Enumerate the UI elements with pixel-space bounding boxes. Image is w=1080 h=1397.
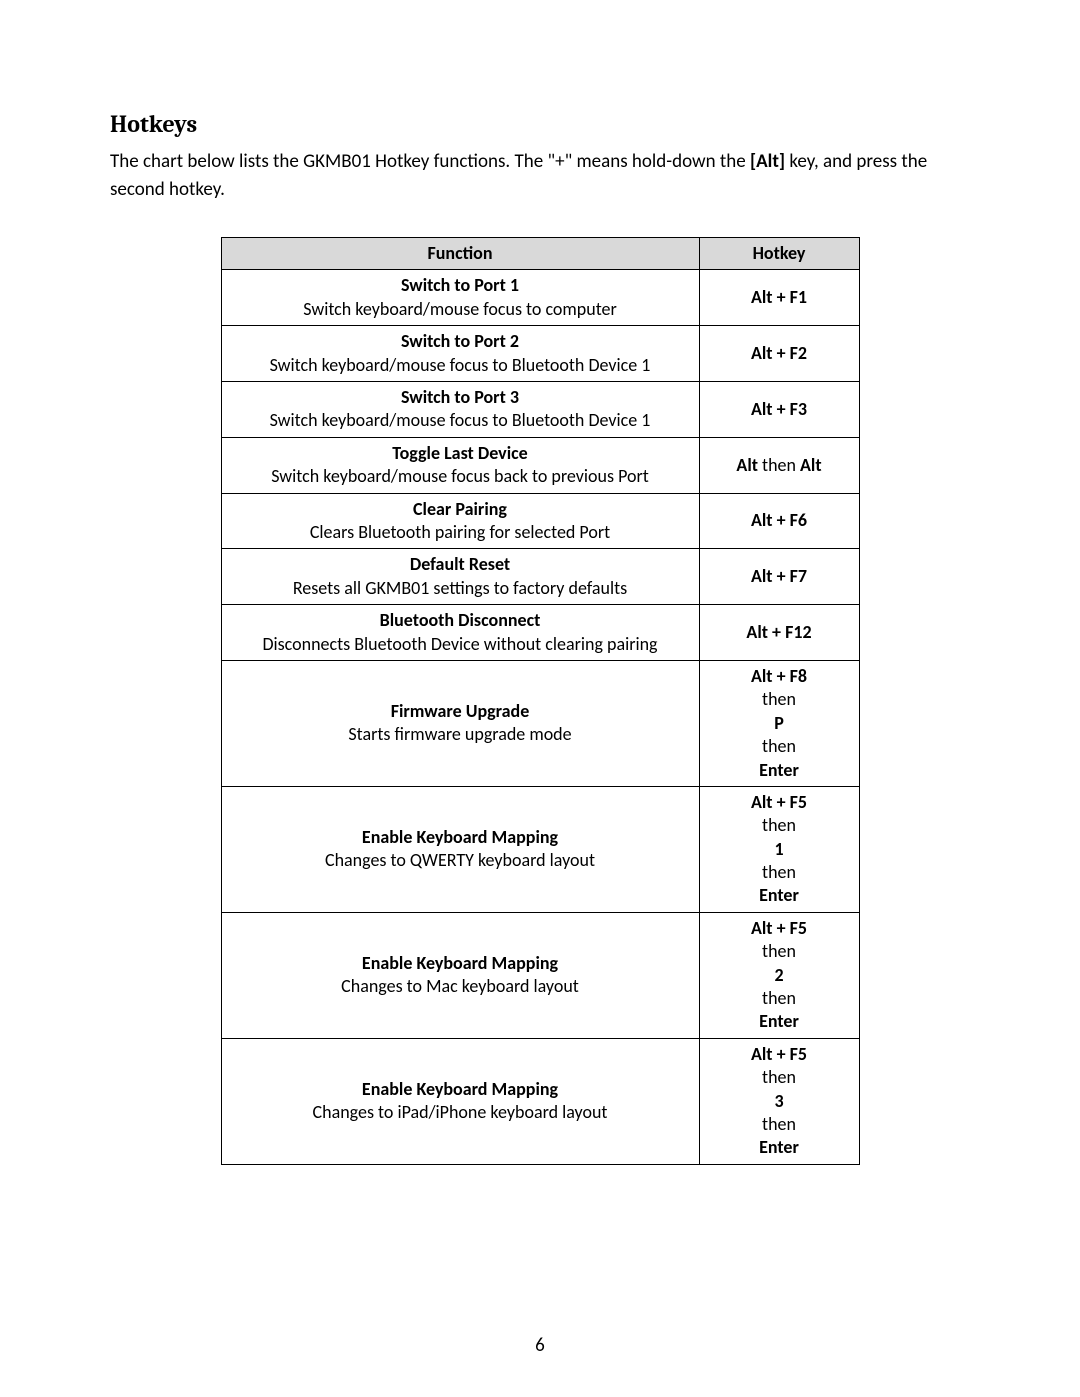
hotkey-cell: Alt + F7 bbox=[699, 549, 859, 605]
table-row: Switch to Port 3Switch keyboard/mouse fo… bbox=[221, 382, 859, 438]
hotkey-segment: then bbox=[762, 735, 796, 757]
function-cell: Enable Keyboard MappingChanges to QWERTY… bbox=[221, 786, 699, 912]
function-desc: Changes to Mac keyboard layout bbox=[341, 975, 579, 997]
function-desc: Changes to iPad/iPhone keyboard layout bbox=[313, 1101, 608, 1123]
hotkey-segment: Alt bbox=[736, 454, 762, 476]
function-title: Enable Keyboard Mapping bbox=[362, 826, 558, 848]
hotkey-segment: then bbox=[762, 987, 796, 1009]
function-desc: Starts firmware upgrade mode bbox=[348, 723, 571, 745]
header-hotkey: Hotkey bbox=[699, 238, 859, 270]
hotkey-cell: Alt + F5then3thenEnter bbox=[699, 1038, 859, 1164]
function-cell: Bluetooth DisconnectDisconnects Bluetoot… bbox=[221, 605, 699, 661]
hotkey-cell: Alt + F1 bbox=[699, 270, 859, 326]
hotkey-segment: then bbox=[762, 1066, 796, 1088]
hotkeys-tbody: Switch to Port 1Switch keyboard/mouse fo… bbox=[221, 270, 859, 1164]
hotkey-segment: Alt + F5 bbox=[751, 1043, 807, 1065]
table-row: Clear PairingClears Bluetooth pairing fo… bbox=[221, 493, 859, 549]
table-row: Default ResetResets all GKMB01 settings … bbox=[221, 549, 859, 605]
function-desc: Switch keyboard/mouse focus back to prev… bbox=[271, 465, 649, 487]
hotkey-segment: Alt + F12 bbox=[746, 621, 811, 643]
hotkey-cell: Alt then Alt bbox=[699, 437, 859, 493]
table-row: Switch to Port 1Switch keyboard/mouse fo… bbox=[221, 270, 859, 326]
section-heading: Hotkeys bbox=[110, 110, 970, 138]
hotkey-segment: Alt + F1 bbox=[751, 286, 807, 308]
hotkey-segment: 3 bbox=[774, 1090, 783, 1112]
table-row: Enable Keyboard MappingChanges to QWERTY… bbox=[221, 786, 859, 912]
hotkey-segment: Alt + F8 bbox=[751, 665, 807, 687]
function-desc: Clears Bluetooth pairing for selected Po… bbox=[310, 521, 610, 543]
hotkey-segment: Alt + F6 bbox=[751, 509, 807, 531]
function-cell: Firmware UpgradeStarts firmware upgrade … bbox=[221, 660, 699, 786]
function-desc: Disconnects Bluetooth Device without cle… bbox=[262, 633, 657, 655]
hotkey-cell: Alt + F12 bbox=[699, 605, 859, 661]
function-cell: Enable Keyboard MappingChanges to iPad/i… bbox=[221, 1038, 699, 1164]
hotkeys-table: Function Hotkey Switch to Port 1Switch k… bbox=[221, 237, 860, 1165]
function-desc: Switch keyboard/mouse focus to Bluetooth… bbox=[270, 354, 651, 376]
function-desc: Resets all GKMB01 settings to factory de… bbox=[293, 577, 627, 599]
table-wrapper: Function Hotkey Switch to Port 1Switch k… bbox=[110, 237, 970, 1165]
hotkey-segment: Enter bbox=[759, 1136, 799, 1158]
hotkey-segment: Alt + F5 bbox=[751, 917, 807, 939]
table-row: Toggle Last DeviceSwitch keyboard/mouse … bbox=[221, 437, 859, 493]
function-title: Enable Keyboard Mapping bbox=[362, 952, 558, 974]
function-cell: Toggle Last DeviceSwitch keyboard/mouse … bbox=[221, 437, 699, 493]
hotkey-cell: Alt + F5then2thenEnter bbox=[699, 912, 859, 1038]
hotkey-segment: Enter bbox=[759, 884, 799, 906]
hotkey-segment: then bbox=[762, 814, 796, 836]
hotkey-segment: Alt + F5 bbox=[751, 791, 807, 813]
manual-page: Hotkeys The chart below lists the GKMB01… bbox=[0, 0, 1080, 1397]
table-row: Enable Keyboard MappingChanges to Mac ke… bbox=[221, 912, 859, 1038]
hotkey-segment: Enter bbox=[759, 1010, 799, 1032]
hotkey-segment: Alt + F3 bbox=[751, 398, 807, 420]
hotkey-segment: Alt + F7 bbox=[751, 565, 807, 587]
table-row: Firmware UpgradeStarts firmware upgrade … bbox=[221, 660, 859, 786]
hotkey-segment: then bbox=[762, 688, 796, 710]
function-title: Switch to Port 1 bbox=[401, 274, 519, 296]
table-header-row: Function Hotkey bbox=[221, 238, 859, 270]
function-desc: Switch keyboard/mouse focus to computer bbox=[303, 298, 617, 320]
hotkey-segment: then bbox=[762, 861, 796, 883]
hotkey-segment: Enter bbox=[759, 759, 799, 781]
function-title: Switch to Port 3 bbox=[401, 386, 519, 408]
hotkey-segment: then bbox=[762, 454, 800, 476]
hotkey-cell: Alt + F2 bbox=[699, 326, 859, 382]
hotkey-segment: Alt bbox=[800, 454, 822, 476]
table-row: Enable Keyboard MappingChanges to iPad/i… bbox=[221, 1038, 859, 1164]
function-cell: Enable Keyboard MappingChanges to Mac ke… bbox=[221, 912, 699, 1038]
hotkey-cell: Alt + F6 bbox=[699, 493, 859, 549]
function-title: Switch to Port 2 bbox=[401, 330, 519, 352]
function-title: Bluetooth Disconnect bbox=[380, 609, 541, 631]
function-title: Toggle Last Device bbox=[392, 442, 527, 464]
function-desc: Changes to QWERTY keyboard layout bbox=[325, 849, 595, 871]
function-cell: Switch to Port 1Switch keyboard/mouse fo… bbox=[221, 270, 699, 326]
hotkey-cell: Alt + F5then1thenEnter bbox=[699, 786, 859, 912]
table-row: Bluetooth DisconnectDisconnects Bluetoot… bbox=[221, 605, 859, 661]
function-cell: Default ResetResets all GKMB01 settings … bbox=[221, 549, 699, 605]
function-title: Firmware Upgrade bbox=[391, 700, 530, 722]
function-desc: Switch keyboard/mouse focus to Bluetooth… bbox=[270, 409, 651, 431]
table-row: Switch to Port 2Switch keyboard/mouse fo… bbox=[221, 326, 859, 382]
hotkey-segment: 1 bbox=[774, 838, 783, 860]
hotkey-segment: Alt + F2 bbox=[751, 342, 807, 364]
function-cell: Clear PairingClears Bluetooth pairing fo… bbox=[221, 493, 699, 549]
function-cell: Switch to Port 3Switch keyboard/mouse fo… bbox=[221, 382, 699, 438]
function-title: Default Reset bbox=[410, 553, 510, 575]
intro-text-bold: [Alt] bbox=[750, 150, 785, 173]
hotkey-segment: 2 bbox=[774, 964, 783, 986]
function-cell: Switch to Port 2Switch keyboard/mouse fo… bbox=[221, 326, 699, 382]
function-title: Enable Keyboard Mapping bbox=[362, 1078, 558, 1100]
hotkey-segment: then bbox=[762, 940, 796, 962]
intro-paragraph: The chart below lists the GKMB01 Hotkey … bbox=[110, 148, 970, 203]
intro-text-pre: The chart below lists the GKMB01 Hotkey … bbox=[110, 150, 750, 173]
hotkey-segment: then bbox=[762, 1113, 796, 1135]
function-title: Clear Pairing bbox=[413, 498, 507, 520]
hotkey-cell: Alt + F3 bbox=[699, 382, 859, 438]
hotkey-segment: P bbox=[774, 712, 784, 734]
hotkey-cell: Alt + F8thenPthenEnter bbox=[699, 660, 859, 786]
page-number: 6 bbox=[0, 1334, 1080, 1357]
header-function: Function bbox=[221, 238, 699, 270]
